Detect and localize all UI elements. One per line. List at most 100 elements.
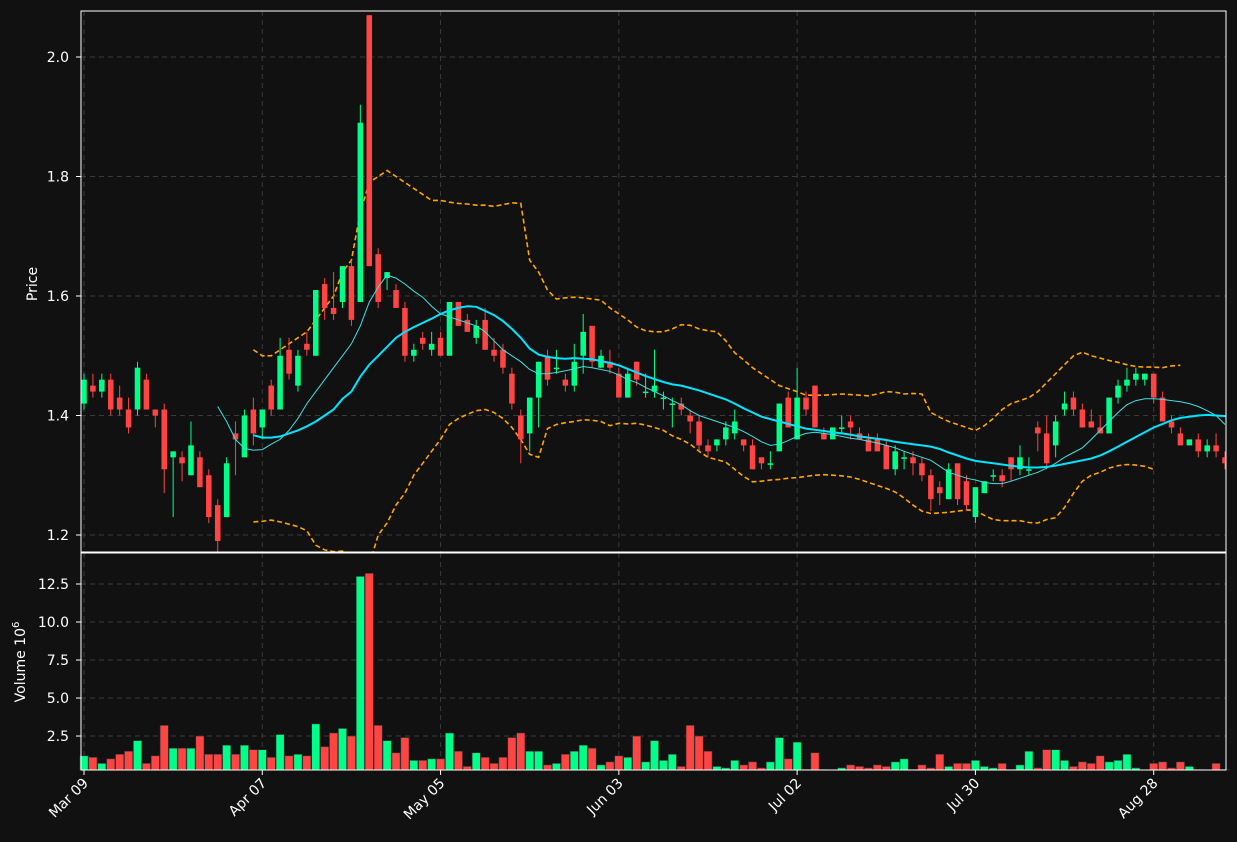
volume-bar (222, 744, 232, 771)
volume-bar (578, 744, 588, 771)
volume-bar (427, 758, 437, 771)
volume-bar (997, 763, 1007, 771)
price-tick-label: 1.2 (47, 528, 69, 544)
volume-bar (124, 750, 133, 771)
candle-down (678, 403, 685, 410)
volume-bar (150, 755, 160, 771)
candle-up (295, 355, 301, 386)
candle-down (90, 385, 96, 392)
volume-bar (1042, 749, 1052, 771)
volume-bar (890, 761, 900, 771)
volume-bar (436, 758, 445, 771)
volume-bar (507, 737, 517, 771)
volume-bar (106, 758, 116, 771)
volume-bar (525, 750, 535, 771)
candle-down (1070, 397, 1077, 410)
candle-up (651, 385, 658, 392)
price-axis-title: Price (25, 267, 41, 301)
candle-down (562, 379, 569, 386)
volume-bar (765, 761, 775, 771)
volume-bar (739, 764, 749, 771)
candle-down (883, 445, 890, 470)
candle-up (830, 427, 836, 440)
volume-bar (872, 764, 882, 771)
volume-bar (338, 728, 347, 771)
volume-bar (596, 764, 606, 771)
band-upper-line (252, 169, 1181, 432)
candle-down (589, 325, 595, 362)
volume-bar (195, 735, 205, 771)
volume-bar (917, 764, 927, 771)
volume-bar (712, 766, 722, 771)
candle-down (455, 301, 462, 326)
volume-bar (257, 749, 267, 771)
volume-bar (168, 747, 178, 771)
candle-up (535, 361, 542, 398)
candle-up (1052, 421, 1059, 446)
candle-up (241, 415, 248, 458)
candle-down (179, 457, 185, 464)
volume-bar (569, 750, 579, 771)
volume-bar (703, 750, 713, 771)
volume-bar (962, 763, 971, 771)
volume-bar (748, 761, 757, 771)
candle-down (1008, 457, 1014, 470)
volume-bar (899, 758, 909, 771)
candle-up (990, 475, 996, 477)
candle-down (1222, 457, 1226, 464)
volume-bar (141, 763, 151, 771)
candle-down (206, 475, 212, 518)
volume-bar (792, 741, 802, 771)
bollinger-bands (252, 169, 1181, 552)
candle-down (910, 457, 916, 464)
volume-bar (186, 747, 196, 771)
candle-down (919, 463, 925, 476)
volume-bar (543, 764, 552, 771)
volume-tick-label: 2.5 (47, 729, 69, 745)
volume-bar (471, 752, 481, 771)
candle-up (1204, 445, 1210, 452)
volume-bar (115, 753, 125, 771)
candle-up (81, 379, 87, 404)
candle-down (821, 433, 827, 440)
candle-up (134, 367, 141, 410)
volume-bar (97, 763, 107, 771)
volume-axis-title: Volume 106 (11, 622, 29, 703)
candle-up (580, 331, 586, 356)
candle-down (705, 445, 711, 452)
candle-down (785, 397, 791, 428)
volume-bar (1095, 755, 1105, 771)
candle-down (375, 254, 381, 302)
candle-up (901, 457, 907, 459)
price-tick-label: 1.4 (47, 409, 69, 425)
candle-up (624, 373, 631, 398)
volume-bar (1086, 763, 1096, 771)
volume-bar (979, 766, 989, 771)
volume-bar (293, 753, 303, 771)
volume-bar (1122, 753, 1132, 771)
axes (76, 10, 1227, 775)
volume-bar (88, 757, 98, 771)
volume-bar (1024, 750, 1034, 771)
candle-down (544, 355, 551, 380)
candle-down (633, 361, 640, 380)
candle-down (1079, 409, 1086, 428)
candle-up (972, 487, 979, 518)
candle-up (669, 403, 676, 406)
volume-bar (1015, 764, 1025, 771)
volume-bar (302, 755, 312, 771)
price-tick-label: 1.6 (47, 289, 69, 305)
candle-up (553, 367, 560, 370)
volume-bar (1149, 763, 1159, 771)
volume-bar (373, 725, 383, 771)
candle-up (1026, 469, 1032, 471)
candle-down (232, 433, 239, 440)
volume-bar (730, 760, 740, 771)
candle-down (348, 266, 355, 320)
candle-up (571, 361, 578, 386)
volume-bar (1113, 760, 1123, 771)
candle-down (928, 475, 934, 500)
candle-up (776, 403, 783, 452)
volume-bar (159, 725, 169, 771)
